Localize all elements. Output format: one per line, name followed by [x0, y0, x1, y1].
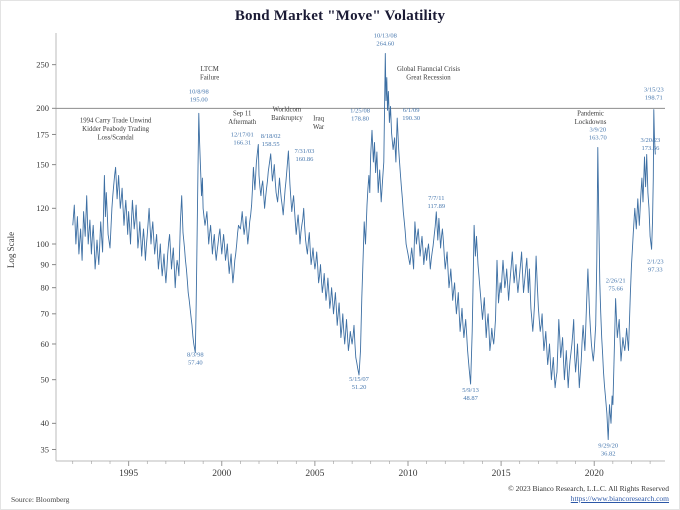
x-tick-label: 2020 — [585, 469, 604, 479]
event-annotation: Bankruptcy — [271, 115, 303, 122]
annotation-date: 10/8/98 — [189, 88, 209, 95]
annotation-date: 6/1/09 — [403, 107, 420, 114]
annotation-value: 36.82 — [601, 451, 616, 458]
event-annotation: Global Fianncial Crisis — [397, 66, 460, 73]
annotation-date: 7/7/11 — [428, 195, 444, 202]
annotation-date: 3/20/23 — [640, 137, 660, 144]
annotation-date: 12/17/01 — [231, 131, 254, 138]
annotation-date: 5/9/13 — [462, 387, 479, 394]
annotation-value: 166.31 — [233, 139, 251, 146]
move-index-line — [72, 53, 656, 441]
annotation-value: 190.30 — [402, 115, 420, 122]
annotation-date: 8/3/98 — [187, 352, 204, 359]
annotation-date: 10/13/08 — [374, 33, 397, 40]
event-annotation: Iraq — [313, 115, 325, 122]
chart-canvas: 35 40 50 60 70 80 90 100 120 150 175 200 250 1995 2000… — [6, 33, 665, 479]
event-annotation: Sep 11 — [233, 110, 251, 117]
annotation-date: 2/26/21 — [606, 278, 626, 285]
x-tick-label: 1995 — [119, 469, 138, 479]
event-annotation: Kidder Peabody Trading — [82, 126, 149, 133]
event-annotation: Loss/Scandal — [97, 135, 133, 142]
x-tick-label: 2005 — [305, 469, 324, 479]
event-annotation: Worldcom — [273, 106, 302, 113]
event-annotation: 1994 Carry Trade Unwind — [80, 118, 152, 125]
y-tick-label: 120 — [36, 203, 49, 213]
annotation-value: 195.00 — [190, 96, 208, 103]
y-axis-title: Log Scale — [6, 232, 16, 268]
annotation-date: 8/18/02 — [261, 133, 281, 140]
annotation-date: 3/15/23 — [644, 87, 664, 94]
y-tick-label: 250 — [36, 59, 49, 69]
event-annotation: Pandemic — [577, 110, 604, 117]
annotation-date: 3/9/20 — [589, 127, 606, 134]
annotation-value: 48.87 — [463, 395, 478, 402]
annotation-value: 117.89 — [427, 203, 445, 210]
y-tick-label: 175 — [36, 129, 49, 139]
annotation-value: 75.66 — [608, 286, 623, 293]
y-tick-label: 100 — [36, 239, 49, 249]
event-annotation: Great Recession — [406, 75, 451, 82]
annotation-value: 178.80 — [351, 115, 369, 122]
x-tick-label: 2010 — [398, 469, 417, 479]
y-tick-label: 40 — [41, 418, 50, 428]
y-tick-label: 50 — [41, 374, 50, 384]
event-annotation: LTCM — [201, 66, 219, 73]
x-tick-label: 2015 — [492, 469, 511, 479]
annotation-value: 264.60 — [376, 41, 394, 48]
annotation-date: 9/29/20 — [598, 443, 618, 450]
y-tick-label: 60 — [41, 339, 50, 349]
rights-block: © 2023 Bianco Research, L.L.C. All Right… — [508, 484, 669, 504]
annotation-value: 57.40 — [188, 360, 203, 367]
annotation-value: 160.86 — [295, 156, 314, 163]
y-tick-label: 200 — [36, 103, 49, 113]
biancoresearch-link[interactable]: https://www.biancoresearch.com — [570, 493, 669, 503]
y-tick-label: 70 — [41, 309, 50, 319]
annotation-date: 1/25/08 — [350, 107, 370, 114]
annotation-value: 163.70 — [589, 135, 607, 142]
copyright-label: © 2023 Bianco Research, L.L.C. All Right… — [508, 483, 669, 493]
y-tick-label: 150 — [36, 159, 49, 169]
y-tick-label: 80 — [41, 282, 50, 292]
footer: Source: Bloomberg © 2023 Bianco Research… — [1, 479, 679, 509]
page-title: Bond Market "Move" Volatility — [234, 8, 446, 24]
annotation-value: 198.71 — [645, 95, 663, 102]
annotation-date: 5/15/07 — [349, 376, 370, 383]
annotation-date: 7/31/03 — [294, 148, 314, 155]
annotation-date: 2/1/23 — [647, 258, 664, 265]
source-label: Source: Bloomberg — [11, 495, 70, 504]
annotation-value: 51.20 — [352, 384, 367, 391]
event-annotation: Aftermath — [228, 119, 257, 126]
annotation-value: 158.55 — [262, 141, 280, 148]
y-tick-label: 90 — [41, 259, 50, 269]
event-annotation: War — [313, 124, 325, 131]
event-annotation: Lockdowns — [575, 119, 607, 126]
annotation-value: 173.66 — [641, 145, 660, 152]
x-tick-label: 2000 — [212, 469, 231, 479]
annotation-value: 97.33 — [648, 266, 663, 273]
y-tick-label: 35 — [41, 444, 50, 454]
event-annotation: Failure — [200, 75, 219, 82]
